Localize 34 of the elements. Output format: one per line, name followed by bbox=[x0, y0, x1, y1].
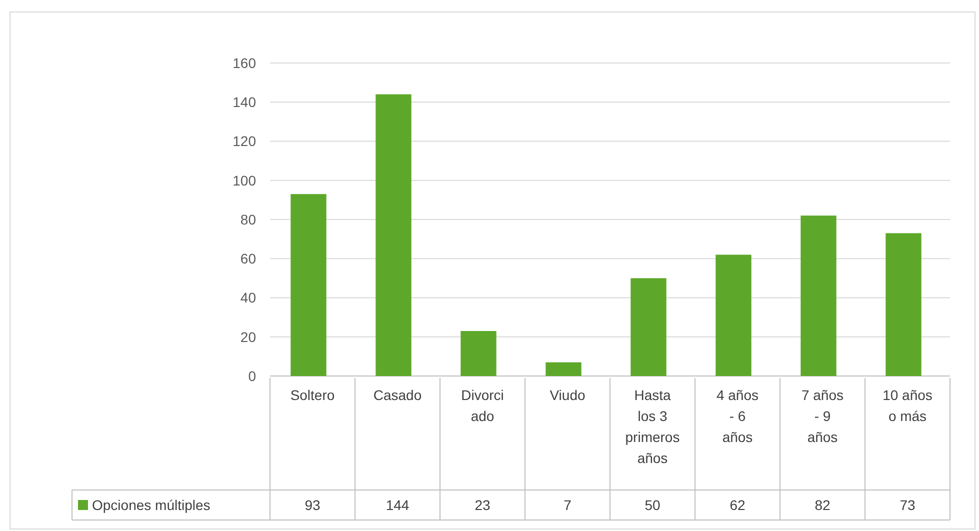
bar bbox=[546, 362, 582, 376]
x-tick-label: Soltero bbox=[290, 387, 335, 403]
y-tick-label: 80 bbox=[240, 211, 256, 228]
x-tick-label: Viudo bbox=[550, 387, 586, 403]
y-tick-label: 120 bbox=[232, 133, 256, 150]
data-label: 7 bbox=[564, 496, 572, 513]
legend-label: Opciones múltiples bbox=[92, 496, 210, 513]
data-label: 93 bbox=[304, 496, 320, 513]
y-tick-label: 20 bbox=[240, 328, 256, 345]
data-label: 82 bbox=[814, 496, 830, 513]
bar bbox=[800, 216, 836, 376]
data-label: 144 bbox=[386, 496, 410, 513]
data-label: 73 bbox=[900, 496, 916, 513]
bar bbox=[630, 278, 666, 376]
bar bbox=[290, 194, 326, 376]
data-label: 50 bbox=[644, 496, 660, 513]
y-tick-label: 60 bbox=[240, 250, 256, 267]
bar bbox=[886, 233, 922, 376]
y-tick-label: 160 bbox=[232, 54, 256, 71]
x-tick-label: 7 años - 9 años bbox=[801, 387, 844, 445]
y-tick-label: 100 bbox=[232, 172, 256, 188]
x-tick-label: 4 años - 6 años bbox=[716, 387, 759, 445]
data-label: 62 bbox=[730, 496, 746, 513]
data-label: 23 bbox=[474, 496, 490, 513]
x-tick-label: 10 años o más bbox=[882, 387, 932, 424]
bar bbox=[716, 254, 752, 376]
y-tick-label: 40 bbox=[240, 290, 256, 306]
bar bbox=[376, 94, 412, 376]
x-tick-label: Casado bbox=[373, 387, 422, 403]
y-tick-label: 140 bbox=[232, 94, 256, 110]
y-tick-label: 0 bbox=[248, 368, 256, 384]
x-tick-label: Hasta los 3 primeros años bbox=[625, 387, 680, 466]
x-tick-label: Divorciado bbox=[461, 387, 504, 424]
bar bbox=[460, 331, 496, 376]
